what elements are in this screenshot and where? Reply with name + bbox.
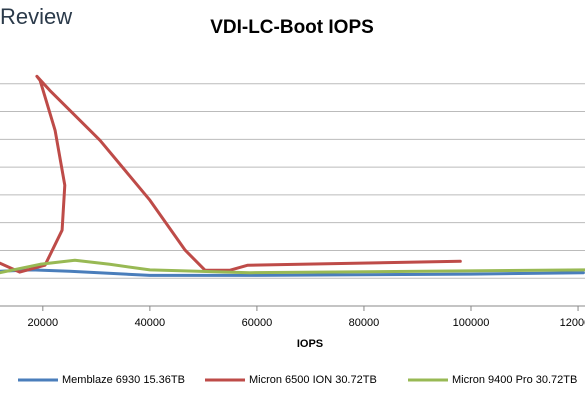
x-tick-label: 80000 [349,317,380,329]
chart-title: VDI-LC-Boot IOPS [210,17,374,38]
watermark: Review [0,4,72,29]
x-tick-label: 100000 [453,317,490,329]
legend-label: Memblaze 6930 15.36TB [62,374,185,386]
x-tick-label: 60000 [242,317,273,329]
legend-label: Micron 9400 Pro 30.72TB [452,374,577,386]
series-line [0,74,462,274]
series-line [0,258,585,275]
x-tick-label: 40000 [135,317,166,329]
x-axis-label: IOPS [297,338,323,350]
legend-label: Micron 6500 ION 30.72TB [249,374,377,386]
x-tick-label: 120000 [560,317,585,329]
x-tick-label: 20000 [28,317,59,329]
